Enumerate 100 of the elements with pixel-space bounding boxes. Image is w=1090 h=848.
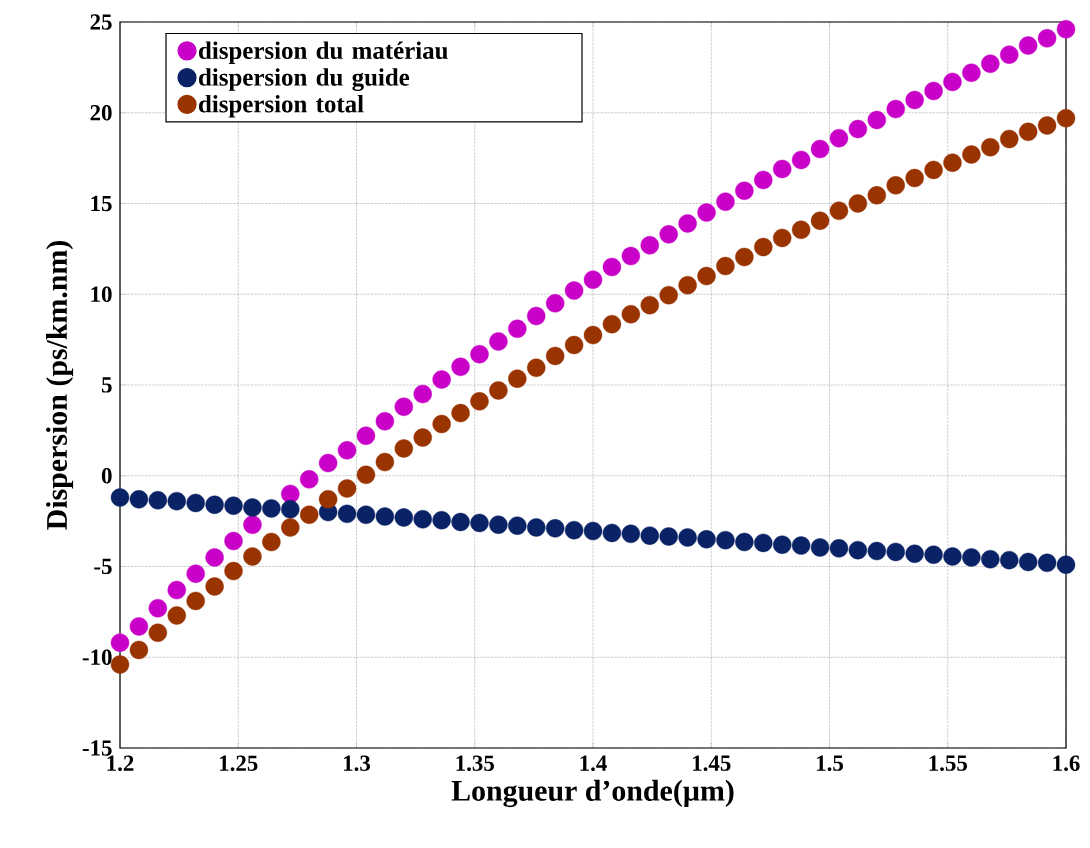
point xyxy=(318,490,338,509)
point xyxy=(829,128,849,148)
point xyxy=(413,384,432,404)
point xyxy=(243,547,262,566)
point xyxy=(981,138,1000,157)
point xyxy=(754,170,773,190)
point xyxy=(527,358,546,377)
x-tick-label: 1.55 xyxy=(929,755,967,771)
x-tick-label: 1.35 xyxy=(456,755,494,772)
point xyxy=(640,236,659,255)
point xyxy=(943,72,962,92)
point xyxy=(678,528,697,547)
point xyxy=(148,623,168,642)
point xyxy=(962,145,981,164)
point xyxy=(470,392,489,411)
point xyxy=(886,99,905,119)
point xyxy=(1018,36,1038,55)
point xyxy=(300,470,319,489)
point xyxy=(205,548,224,567)
point xyxy=(716,192,735,211)
point xyxy=(678,214,697,233)
y-tick-label: 25 xyxy=(90,14,112,30)
point xyxy=(110,633,130,652)
point xyxy=(697,266,716,286)
point xyxy=(867,186,887,205)
point xyxy=(186,493,205,513)
point xyxy=(564,335,584,355)
point xyxy=(848,119,868,139)
point xyxy=(451,357,470,377)
point xyxy=(375,507,395,526)
point xyxy=(508,369,527,388)
point xyxy=(735,247,754,267)
x-tick-label: 1.45 xyxy=(693,755,731,771)
point xyxy=(640,526,659,545)
point xyxy=(489,515,508,534)
point xyxy=(716,530,735,550)
point xyxy=(129,640,149,660)
point xyxy=(186,564,205,583)
point xyxy=(262,499,281,518)
point xyxy=(186,591,205,611)
point xyxy=(110,488,130,507)
y-tick-label: 20 xyxy=(90,104,112,121)
point xyxy=(148,599,168,618)
point xyxy=(489,332,508,351)
legend-label: dispersion total xyxy=(199,95,364,118)
point xyxy=(621,524,641,544)
point xyxy=(867,110,887,130)
y-tick-label: 0 xyxy=(101,467,112,484)
point xyxy=(224,531,243,551)
point xyxy=(602,257,622,277)
point xyxy=(224,496,243,515)
point xyxy=(1037,116,1057,135)
y-tick-label: -10 xyxy=(82,649,112,665)
point xyxy=(356,426,376,446)
point xyxy=(470,344,489,364)
point xyxy=(943,547,962,566)
point xyxy=(300,505,319,524)
point xyxy=(1000,129,1019,149)
point xyxy=(924,81,943,101)
point xyxy=(1000,550,1019,570)
point xyxy=(545,519,565,538)
point xyxy=(621,305,641,324)
point xyxy=(545,346,565,366)
point xyxy=(129,617,149,636)
point xyxy=(602,523,622,543)
point xyxy=(167,606,186,625)
point xyxy=(337,504,357,524)
point xyxy=(716,256,735,276)
point xyxy=(243,498,262,517)
point xyxy=(356,505,376,524)
point xyxy=(432,511,451,530)
point xyxy=(1056,555,1076,574)
point xyxy=(602,314,622,334)
point xyxy=(337,479,357,498)
point xyxy=(413,510,432,529)
point xyxy=(905,168,924,188)
point xyxy=(527,518,546,537)
point xyxy=(432,370,451,389)
point xyxy=(1037,29,1057,48)
point xyxy=(773,228,792,248)
point xyxy=(924,160,943,180)
x-tick-label: 1.2 xyxy=(107,755,134,772)
point xyxy=(697,530,716,549)
point xyxy=(1056,108,1076,128)
point xyxy=(962,548,981,567)
y-tick-label: -5 xyxy=(94,558,112,575)
point xyxy=(754,533,773,553)
point xyxy=(810,538,830,557)
point xyxy=(791,220,811,239)
point xyxy=(791,536,811,555)
point xyxy=(621,246,641,266)
point xyxy=(735,532,754,552)
point xyxy=(243,515,262,534)
point xyxy=(1000,45,1019,64)
point xyxy=(356,465,376,485)
point xyxy=(810,211,830,230)
point xyxy=(962,63,981,82)
point xyxy=(848,194,868,213)
point xyxy=(735,181,754,200)
point xyxy=(640,295,659,315)
